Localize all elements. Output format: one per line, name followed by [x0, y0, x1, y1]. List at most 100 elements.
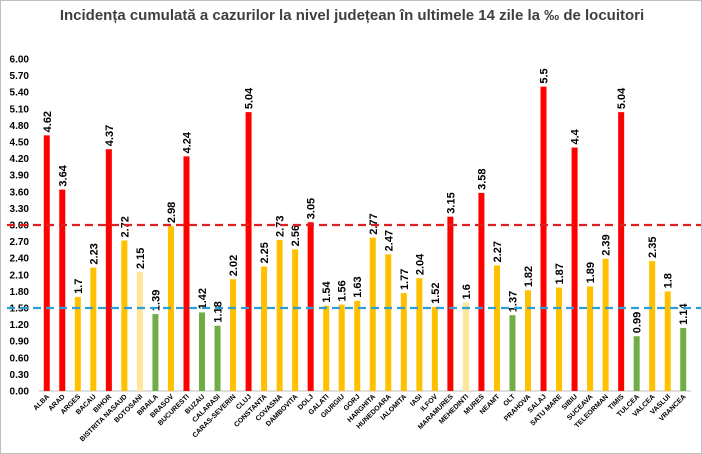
y-tick-label: 3.60 [10, 187, 30, 198]
bar [462, 302, 469, 391]
data-label: 4.62 [42, 111, 54, 132]
data-label: 1.14 [678, 303, 690, 325]
data-label: 2.04 [414, 253, 426, 275]
data-label: 1.82 [523, 266, 535, 287]
bar [307, 222, 314, 391]
data-label: 4.4 [570, 128, 582, 144]
bar [525, 290, 531, 391]
data-label: 0.99 [632, 312, 644, 333]
y-tick-label: 5.70 [10, 71, 30, 82]
bar [416, 278, 423, 391]
bar [245, 112, 252, 392]
data-label: 2.25 [259, 242, 271, 263]
data-label: 1.39 [150, 290, 162, 311]
bar [509, 315, 516, 391]
bar [649, 260, 656, 391]
data-label: 3.15 [445, 192, 457, 213]
data-label: 1.7 [73, 279, 85, 294]
bar [680, 327, 687, 391]
data-label: 1.77 [399, 269, 411, 290]
y-tick-label: 0.00 [10, 387, 30, 398]
data-label: 2.35 [647, 237, 659, 258]
data-label: 3.05 [306, 198, 318, 219]
bar [447, 216, 454, 391]
y-tick-label: 3.90 [10, 171, 30, 182]
data-label: 3.58 [476, 168, 488, 189]
bar [136, 272, 143, 391]
data-label: 1.89 [585, 262, 597, 283]
data-label: 1.37 [507, 291, 519, 312]
bar [618, 112, 625, 392]
data-label: 5.5 [539, 68, 551, 83]
y-tick-label: 1.80 [10, 287, 30, 298]
data-label: 2.47 [383, 230, 395, 251]
bar [261, 266, 268, 391]
y-tick-label: 1.20 [10, 320, 30, 331]
data-label: 3.64 [57, 164, 69, 186]
data-label: 2.15 [135, 248, 147, 269]
bar [400, 293, 407, 391]
y-tick-label: 0.30 [10, 370, 30, 381]
bar [493, 265, 500, 391]
data-label: 4.24 [181, 131, 193, 153]
bar [431, 306, 438, 391]
y-tick-label: 4.80 [10, 121, 30, 132]
y-tick-label: 0.60 [10, 353, 30, 364]
bar [105, 149, 112, 391]
data-label: 2.39 [601, 234, 613, 255]
y-tick-label: 5.10 [10, 104, 30, 115]
bar [602, 258, 609, 391]
bar [587, 286, 594, 391]
bar [183, 156, 190, 391]
bar [354, 300, 361, 391]
y-tick-label: 5.40 [10, 88, 30, 99]
y-tick-label: 2.10 [10, 270, 30, 281]
bar [664, 291, 671, 391]
bar [571, 147, 578, 391]
bar [478, 192, 485, 391]
data-label: 2.98 [166, 202, 178, 223]
data-label: 1.18 [213, 301, 225, 322]
bar [633, 336, 640, 391]
bar [556, 287, 563, 391]
data-label: 1.42 [197, 288, 209, 309]
y-tick-label: 2.40 [10, 254, 30, 265]
bar [152, 314, 159, 391]
bar [214, 325, 221, 391]
bar [90, 267, 97, 391]
data-label: 2.72 [119, 216, 131, 237]
y-tick-label: 3.30 [10, 204, 30, 215]
bar [540, 86, 547, 392]
bar [385, 254, 392, 391]
data-label: 1.52 [430, 282, 442, 303]
bar [323, 305, 330, 391]
y-tick-label: 4.20 [10, 154, 30, 165]
bar [369, 237, 376, 391]
data-label: 1.87 [554, 263, 566, 284]
bar [276, 239, 283, 391]
chart-title: Incidența cumulată a cazurilor la nivel … [59, 7, 645, 24]
data-label: 1.54 [321, 280, 333, 302]
bar [74, 296, 81, 391]
data-label: 4.37 [104, 125, 116, 146]
y-tick-label: 2.70 [10, 237, 30, 248]
bar [43, 135, 50, 391]
y-tick-label: 1.50 [10, 304, 30, 315]
bar [199, 312, 205, 391]
data-label: 2.56 [290, 225, 302, 246]
data-label: 2.02 [228, 255, 240, 276]
y-tick-label: 6.00 [10, 55, 30, 66]
y-tick-label: 0.90 [10, 337, 30, 348]
y-tick-label: 4.50 [10, 138, 30, 149]
data-label: 1.56 [337, 280, 349, 301]
bar [121, 240, 128, 391]
data-label: 5.04 [616, 87, 628, 109]
y-tick-label: 3.00 [10, 221, 30, 232]
bar [59, 189, 66, 391]
bar [338, 304, 345, 391]
bar [230, 279, 237, 391]
data-label: 2.73 [275, 216, 287, 237]
data-label: 1.63 [352, 276, 364, 297]
